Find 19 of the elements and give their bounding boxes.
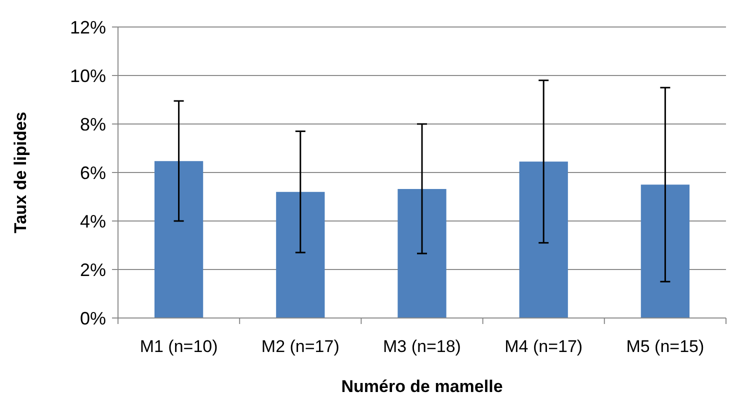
y-tick-label: 4% bbox=[80, 211, 106, 232]
bar bbox=[519, 162, 568, 318]
bar bbox=[276, 192, 325, 318]
x-tick-label: M4 (n=17) bbox=[504, 337, 583, 356]
y-axis-title: Taux de lipides bbox=[11, 112, 30, 234]
y-tick-label: 10% bbox=[70, 66, 106, 86]
y-tick-label: 6% bbox=[80, 162, 106, 183]
bar bbox=[640, 184, 690, 318]
y-tick-label: 12% bbox=[70, 17, 106, 38]
y-tick-label: 0% bbox=[80, 308, 106, 328]
bar bbox=[154, 161, 204, 318]
x-tick-label: M1 (n=10) bbox=[140, 337, 218, 356]
x-tick-label: M3 (n=18) bbox=[383, 337, 461, 356]
x-tick-label: M2 (n=17) bbox=[261, 337, 340, 356]
x-tick-label: M5 (n=15) bbox=[626, 337, 704, 356]
y-tick-label: 2% bbox=[80, 260, 106, 280]
x-axis-title: Numéro de mamelle bbox=[341, 377, 503, 396]
bar bbox=[398, 188, 446, 318]
y-tick-label: 8% bbox=[80, 114, 106, 134]
